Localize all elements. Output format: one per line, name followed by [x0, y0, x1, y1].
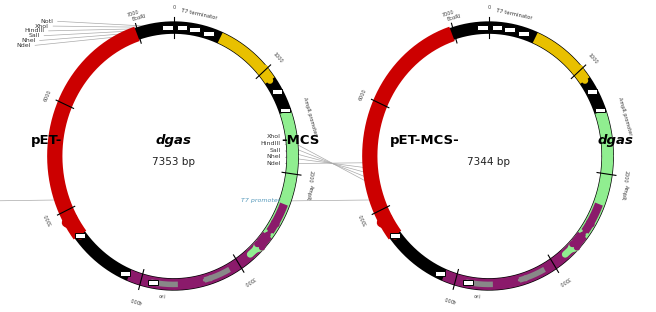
Text: 3000: 3000 — [243, 275, 256, 286]
FancyBboxPatch shape — [203, 31, 214, 36]
Text: ori: ori — [473, 294, 481, 300]
Text: HindIII: HindIII — [24, 28, 45, 33]
Text: 0: 0 — [487, 5, 490, 10]
Text: dgas: dgas — [155, 134, 192, 147]
FancyBboxPatch shape — [177, 26, 187, 30]
FancyBboxPatch shape — [390, 233, 400, 237]
Text: HindIII: HindIII — [260, 141, 281, 146]
Text: SalI: SalI — [29, 33, 40, 38]
FancyBboxPatch shape — [272, 89, 282, 94]
FancyBboxPatch shape — [189, 27, 199, 32]
Text: -MCS: -MCS — [281, 134, 320, 147]
FancyBboxPatch shape — [518, 31, 529, 36]
FancyBboxPatch shape — [586, 89, 597, 94]
Text: pET-: pET- — [31, 134, 62, 147]
FancyBboxPatch shape — [594, 108, 605, 112]
Text: 1000: 1000 — [272, 52, 284, 65]
Text: NotI: NotI — [41, 19, 54, 24]
FancyBboxPatch shape — [463, 280, 473, 285]
Text: 7344 bp: 7344 bp — [467, 158, 510, 168]
Text: 0: 0 — [172, 5, 175, 10]
Text: T7 promoter: T7 promoter — [241, 198, 281, 203]
Text: T7 terminator: T7 terminator — [496, 8, 533, 20]
Text: XhoI: XhoI — [35, 23, 49, 29]
FancyBboxPatch shape — [435, 271, 445, 276]
Text: NheI: NheI — [21, 38, 35, 43]
Text: 4000: 4000 — [129, 295, 143, 304]
Text: 3000: 3000 — [557, 275, 570, 286]
FancyBboxPatch shape — [478, 25, 487, 30]
Text: 7353 bp: 7353 bp — [152, 158, 195, 168]
Text: SalI: SalI — [269, 148, 281, 153]
Text: pET-MCS-: pET-MCS- — [390, 134, 460, 147]
Text: NdeI: NdeI — [16, 43, 31, 48]
Text: lacI: lacI — [507, 249, 519, 256]
Text: AmpR: AmpR — [304, 184, 314, 201]
FancyBboxPatch shape — [162, 25, 173, 30]
Text: 7000: 7000 — [442, 9, 455, 18]
Text: AmpR promoter: AmpR promoter — [302, 97, 318, 136]
Text: EcoRI: EcoRI — [447, 13, 462, 22]
Text: 6000: 6000 — [43, 89, 52, 103]
Text: lacI: lacI — [192, 249, 203, 256]
Text: 2000: 2000 — [307, 170, 314, 183]
Text: AmpR promoter: AmpR promoter — [617, 97, 632, 136]
FancyBboxPatch shape — [279, 108, 290, 112]
Text: NdeI: NdeI — [266, 161, 281, 166]
Text: 5000: 5000 — [44, 213, 54, 226]
Text: 2000: 2000 — [622, 170, 628, 183]
FancyBboxPatch shape — [504, 27, 514, 32]
Text: 6000: 6000 — [358, 88, 367, 102]
Text: NheI: NheI — [266, 154, 281, 159]
Text: XhoI: XhoI — [266, 134, 281, 139]
FancyBboxPatch shape — [120, 271, 131, 276]
FancyBboxPatch shape — [75, 233, 85, 237]
Text: AmpR: AmpR — [620, 184, 628, 201]
FancyBboxPatch shape — [148, 280, 158, 285]
Text: ori: ori — [158, 294, 165, 300]
Text: EcoRI: EcoRI — [132, 13, 147, 22]
Text: 5000: 5000 — [359, 212, 369, 226]
Text: T7 terminator: T7 terminator — [181, 8, 218, 20]
Text: 7000: 7000 — [126, 9, 140, 18]
Text: 1000: 1000 — [587, 52, 599, 65]
FancyBboxPatch shape — [492, 26, 502, 30]
Text: dgas: dgas — [598, 134, 634, 147]
Text: 4000: 4000 — [444, 295, 457, 303]
